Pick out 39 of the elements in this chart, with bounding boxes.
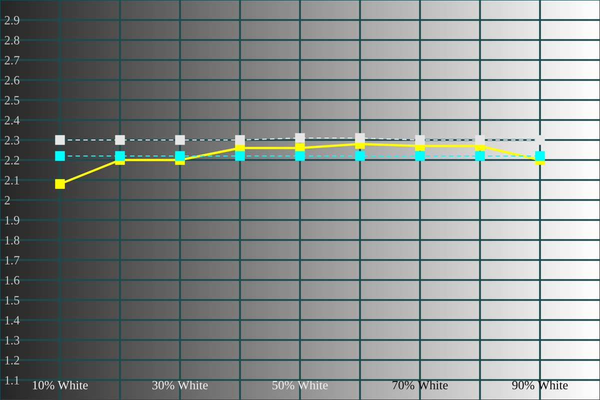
y-tick-label: 2.6 (4, 76, 20, 85)
point (295, 151, 305, 161)
y-tick-label: 2.4 (4, 116, 20, 125)
y-tick-label: 2.3 (4, 136, 20, 145)
point (55, 179, 65, 189)
point (415, 151, 425, 161)
point (535, 151, 545, 161)
y-tick-label: 2.9 (4, 16, 20, 25)
point (55, 135, 65, 145)
y-tick-label: 1.8 (5, 236, 20, 245)
y-tick-label: 1.2 (5, 356, 20, 365)
point (175, 135, 185, 145)
y-tick-label: 2.1 (4, 176, 20, 185)
point (115, 135, 125, 145)
y-tick-label: 2.2 (4, 156, 20, 165)
y-tick-label: 2 (4, 196, 10, 204)
point (115, 151, 125, 161)
y-tick-label: 2.7 (4, 56, 20, 65)
y-tick-label: 1.4 (5, 316, 20, 325)
y-tick-label: 1.5 (5, 296, 20, 305)
point (355, 151, 365, 161)
point (295, 133, 305, 143)
y-tick-label: 2.8 (4, 36, 20, 45)
y-tick-label: 1.7 (5, 256, 20, 265)
point (355, 133, 365, 143)
point (475, 151, 485, 161)
point (175, 151, 185, 161)
y-tick-label: 1.9 (5, 216, 20, 225)
point (535, 135, 545, 145)
y-tick-label: 2.5 (4, 96, 20, 105)
point (235, 151, 245, 161)
y-tick-label: 1.1 (5, 376, 20, 385)
y-tick-label: 1.6 (5, 276, 20, 285)
point (475, 135, 485, 145)
point (55, 151, 65, 161)
x-tick-label: 10% White (32, 380, 88, 390)
point (415, 135, 425, 145)
y-tick-label: 1.3 (5, 336, 20, 345)
point (235, 135, 245, 145)
